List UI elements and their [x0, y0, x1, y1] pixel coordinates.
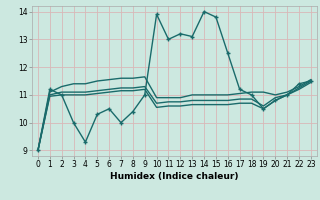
- X-axis label: Humidex (Indice chaleur): Humidex (Indice chaleur): [110, 172, 239, 181]
